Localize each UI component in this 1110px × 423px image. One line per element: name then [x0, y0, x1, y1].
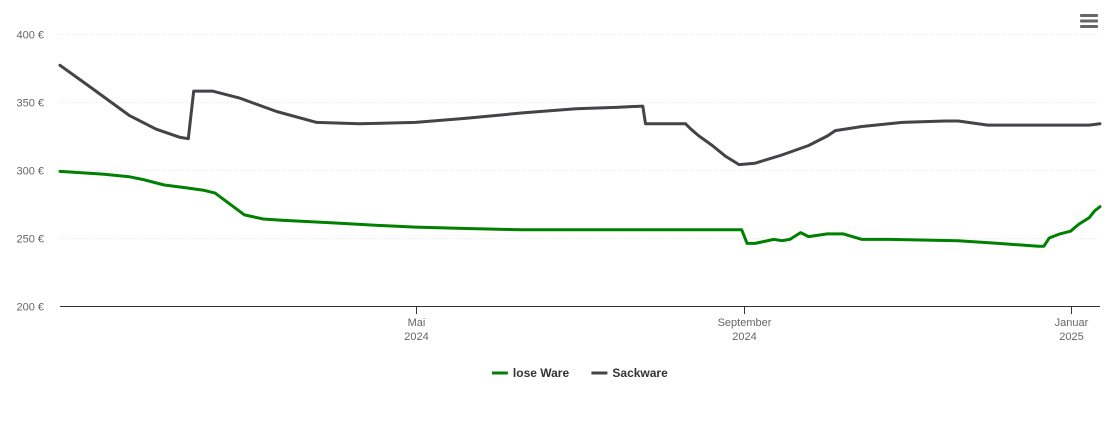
legend-label: Sackware [612, 366, 668, 380]
series-line-lose-ware[interactable] [58, 169, 1102, 248]
series-line-sackware[interactable] [58, 63, 1102, 167]
y-tick-label: 250 € [16, 234, 44, 246]
x-tick-year-label: 2025 [1059, 331, 1083, 343]
y-tick-label: 300 € [16, 166, 44, 178]
legend-label: lose Ware [513, 366, 570, 380]
x-tick-label: Januar [1055, 317, 1089, 329]
x-axis: Mai 2024 September 2024 Januar 2025 [60, 306, 1100, 343]
grid-lines [60, 34, 1100, 239]
x-tick-label: September [718, 317, 772, 329]
y-axis: 200 € 250 € 300 € 350 € 400 € [16, 30, 44, 314]
y-tick-label: 200 € [16, 302, 44, 314]
legend: lose Ware Sackware [491, 366, 668, 380]
x-tick-year-label: 2024 [732, 331, 756, 343]
legend-item-lose-ware[interactable]: lose Ware [491, 366, 570, 380]
x-tick-label: Mai [408, 317, 426, 329]
legend-item-sackware[interactable]: Sackware [591, 366, 668, 380]
x-tick-year-label: 2024 [404, 331, 428, 343]
series-lines [58, 63, 1102, 248]
hamburger-menu-icon[interactable] [1080, 14, 1098, 28]
y-tick-label: 400 € [16, 30, 44, 42]
y-tick-label: 350 € [16, 98, 44, 110]
